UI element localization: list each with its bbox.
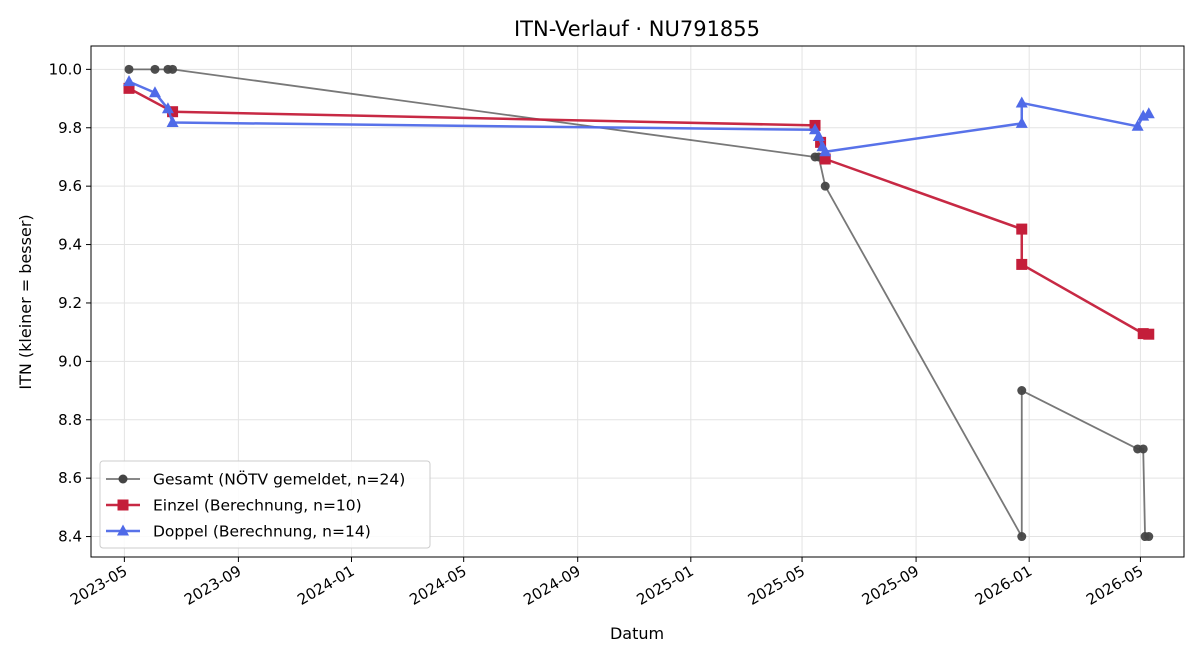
data-point [819, 153, 831, 165]
x-axis-title: Datum [610, 624, 664, 643]
data-point [1131, 119, 1144, 131]
legend-label: Gesamt (NÖTV gemeldet, n=24) [153, 470, 405, 489]
series-circle [124, 64, 1154, 542]
y-tick-label: 9.4 [58, 236, 82, 254]
data-point [1144, 532, 1154, 542]
data-point [1017, 386, 1027, 396]
data-point [1016, 258, 1028, 270]
data-point [1143, 328, 1155, 340]
data-point [1015, 116, 1028, 128]
y-tick-label: 9.0 [58, 352, 82, 370]
legend-swatch-marker [117, 499, 129, 511]
plot-frame [90, 45, 1185, 558]
legend: Gesamt (NÖTV gemeldet, n=24) Einzel (Bere… [99, 460, 431, 549]
y-tick-label: 9.2 [58, 294, 82, 312]
data-point [148, 86, 161, 98]
data-point [1138, 444, 1148, 454]
y-tick-label: 8.8 [58, 411, 82, 429]
data-point [168, 64, 178, 74]
y-axis-title: ITN (kleiner = besser) [16, 214, 35, 389]
legend-label: Einzel (Berechnung, n=10) [153, 497, 362, 515]
legend-item: Doppel (Berechnung, n=14) [106, 523, 371, 541]
legend-label: Doppel (Berechnung, n=14) [153, 523, 371, 541]
y-tick-label: 9.8 [58, 119, 82, 137]
legend-item: Einzel (Berechnung, n=10) [106, 497, 362, 515]
data-point [150, 64, 160, 74]
data-point [161, 102, 174, 114]
data-point [820, 181, 830, 191]
data-point [812, 130, 825, 142]
series-layer [123, 64, 1155, 542]
data-point [1142, 107, 1155, 119]
data-point [1015, 96, 1028, 108]
data-point [1137, 328, 1149, 340]
legend-box [99, 460, 431, 549]
data-point [166, 116, 179, 128]
data-point [1017, 532, 1027, 542]
y-axis: 8.4 8.6 8.8 9.0 9.2 9.4 9.6 9.8 10.0 [49, 60, 91, 546]
series-triangle [123, 75, 1155, 157]
data-point [819, 145, 832, 157]
data-point [124, 64, 134, 74]
chart-title: ITN-Verlauf · NU791855 [514, 17, 760, 41]
legend-swatch-marker [118, 474, 128, 484]
legend-swatch-marker [117, 524, 129, 536]
legend-item: Gesamt (NÖTV gemeldet, n=24) [106, 470, 405, 489]
data-point [123, 82, 135, 94]
y-tick-label: 10.0 [49, 60, 82, 78]
y-tick-label: 8.6 [58, 469, 82, 487]
data-point [123, 75, 136, 87]
y-tick-label: 8.4 [58, 528, 82, 546]
y-tick-label: 9.6 [58, 177, 82, 195]
data-point [1016, 223, 1028, 235]
